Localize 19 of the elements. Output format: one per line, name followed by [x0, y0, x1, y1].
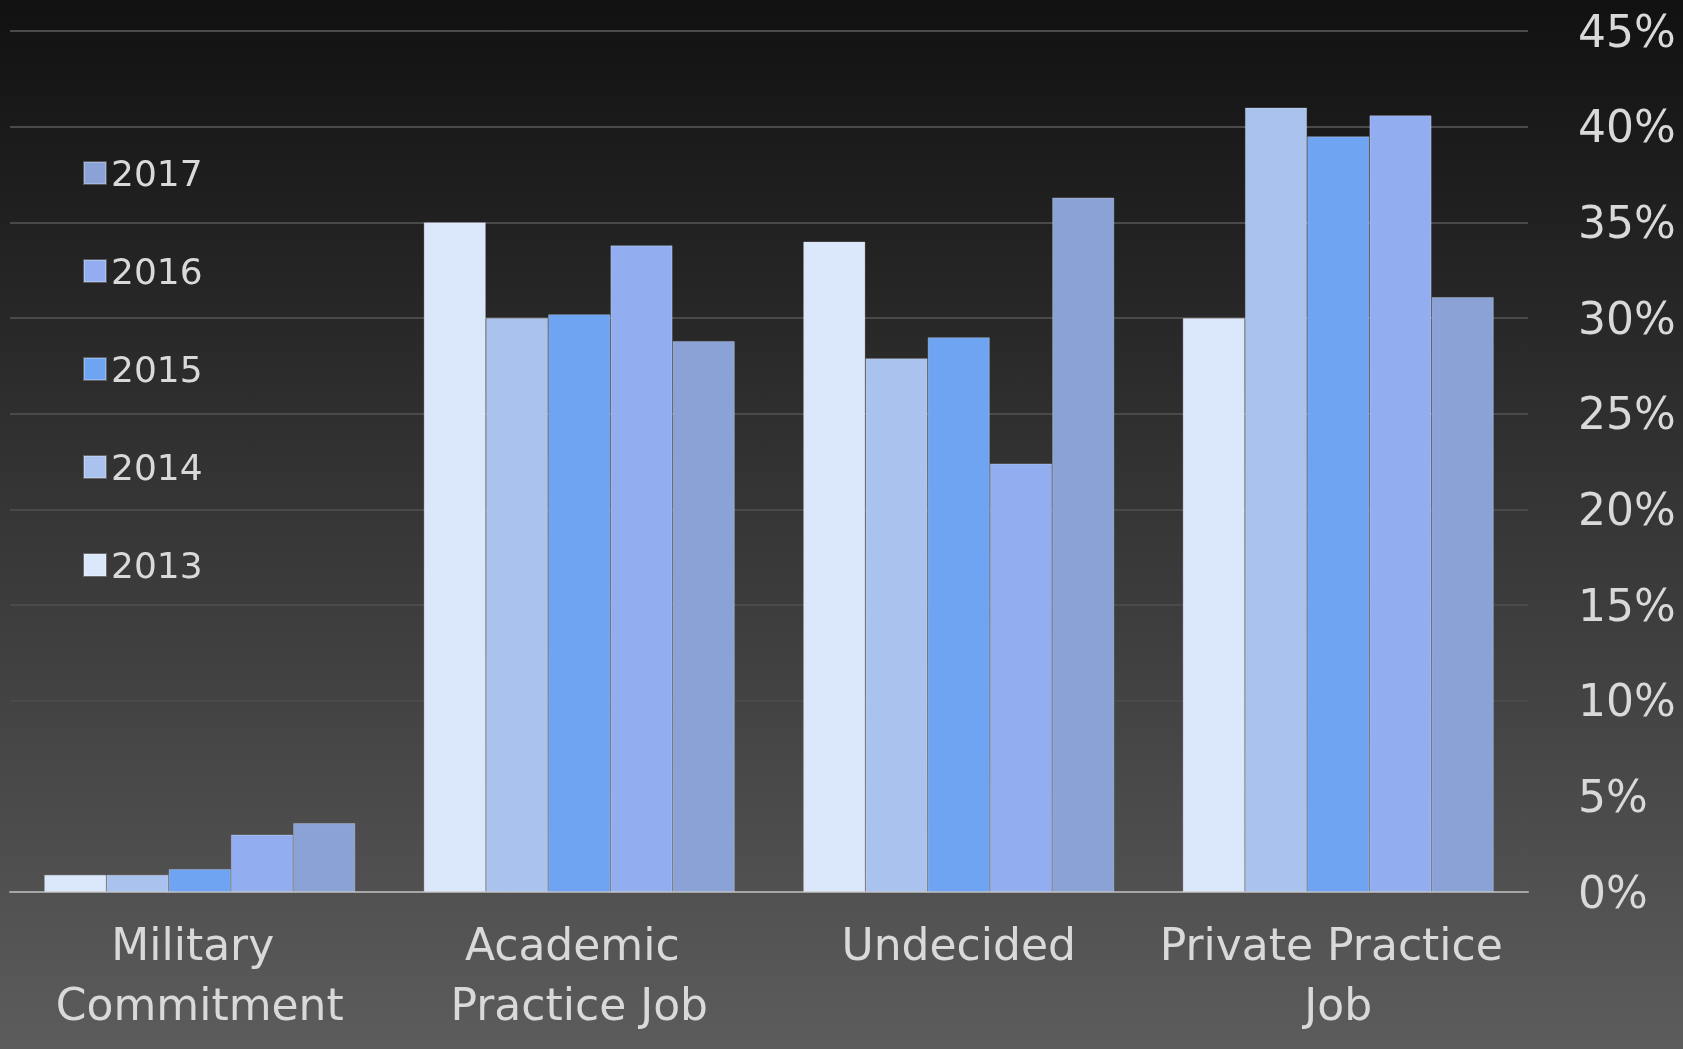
- legend-label: 2014: [111, 446, 203, 488]
- y-tick-label: 10%: [1578, 675, 1676, 727]
- y-tick-label: 20%: [1578, 483, 1676, 535]
- y-tick-label: 45%: [1578, 5, 1676, 57]
- y-tick-label: 15%: [1578, 579, 1676, 631]
- x-tick-label: Military Commitment: [55, 918, 344, 1030]
- y-tick-label: 0%: [1578, 866, 1648, 918]
- y-tick-label: 5%: [1578, 770, 1648, 822]
- x-tick-label: Undecided: [841, 918, 1076, 970]
- y-tick-label: 30%: [1578, 292, 1676, 344]
- y-tick-label: 40%: [1578, 101, 1676, 153]
- x-tick-label: Academic Practice Job: [450, 918, 709, 1030]
- x-tick-label: Private Practice Job: [1159, 918, 1517, 1030]
- legend-label: 2015: [111, 348, 203, 390]
- y-tick-label: 35%: [1578, 196, 1676, 248]
- legend-label: 2017: [111, 152, 203, 194]
- legend-label: 2016: [111, 250, 203, 292]
- y-tick-label: 25%: [1578, 388, 1676, 440]
- legend-label: 2013: [111, 544, 203, 586]
